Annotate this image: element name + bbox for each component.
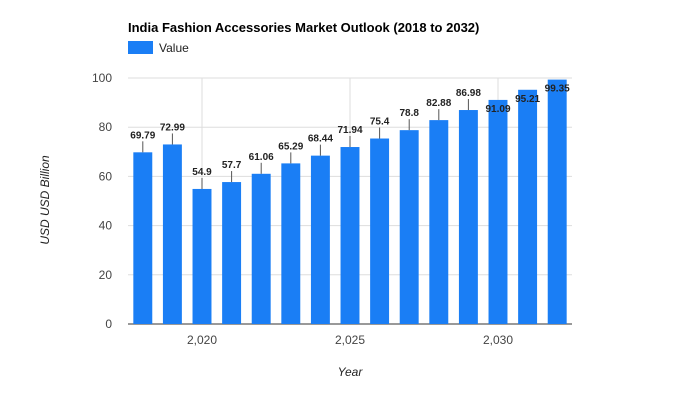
data-label: 72.99 <box>160 122 185 133</box>
bars <box>133 79 567 324</box>
bar <box>340 147 360 324</box>
data-label: 65.29 <box>278 141 303 152</box>
data-label: 68.44 <box>308 134 333 145</box>
legend-swatch <box>128 41 153 54</box>
y-tick-label: 80 <box>99 120 113 134</box>
y-tick-label: 40 <box>99 219 113 233</box>
data-label: 82.88 <box>426 98 451 109</box>
data-label: 54.9 <box>192 167 212 178</box>
bar <box>518 89 538 324</box>
bar <box>370 138 390 324</box>
bar <box>133 152 153 324</box>
data-labels: 69.79 72.99 54.9 57.7 61.06 65.29 68.44 71.94 75… <box>130 84 570 189</box>
bar <box>192 188 212 324</box>
y-tick-label: 0 <box>105 317 112 331</box>
data-label: 57.7 <box>222 160 242 171</box>
bar <box>547 79 567 324</box>
bar <box>488 99 508 324</box>
data-label: 91.09 <box>485 104 510 115</box>
bar <box>458 110 478 324</box>
y-tick-label: 20 <box>99 268 113 282</box>
bar <box>310 155 330 324</box>
data-label: 86.98 <box>456 88 481 99</box>
bar <box>251 173 271 324</box>
bar <box>222 182 242 324</box>
y-tick-label: 60 <box>99 169 113 183</box>
bar <box>162 144 182 324</box>
data-label: 69.79 <box>130 130 155 141</box>
x-tick-label: 2,030 <box>483 333 513 347</box>
y-tick-label: 100 <box>92 71 112 85</box>
legend-label: Value <box>159 41 189 55</box>
data-label: 95.21 <box>515 94 540 105</box>
y-axis-ticks: 0 20 40 60 80 100 <box>92 71 112 331</box>
x-axis-ticks: 2,020 2,025 2,030 <box>187 333 513 347</box>
data-label: 78.8 <box>399 108 419 119</box>
x-tick-label: 2,025 <box>335 333 365 347</box>
data-label: 71.94 <box>337 125 362 136</box>
data-label: 75.4 <box>370 117 390 128</box>
y-axis-title: USD USD Billion <box>38 155 52 245</box>
bar <box>399 130 419 324</box>
bar <box>281 163 301 324</box>
data-label: 61.06 <box>249 152 274 163</box>
bar <box>429 120 449 324</box>
chart-title: India Fashion Accessories Market Outlook… <box>128 20 479 35</box>
x-tick-label: 2,020 <box>187 333 217 347</box>
data-label: 99.35 <box>545 84 570 95</box>
x-axis-title: Year <box>338 365 364 379</box>
legend: Value <box>128 41 189 55</box>
